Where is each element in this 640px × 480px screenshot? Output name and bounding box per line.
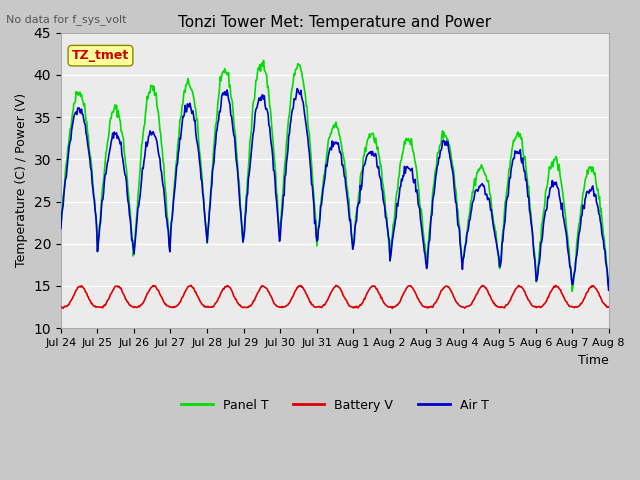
Y-axis label: Temperature (C) / Power (V): Temperature (C) / Power (V) [15,93,28,267]
Legend: Panel T, Battery V, Air T: Panel T, Battery V, Air T [176,394,493,417]
Title: Tonzi Tower Met: Temperature and Power: Tonzi Tower Met: Temperature and Power [179,15,492,30]
Text: No data for f_sys_volt: No data for f_sys_volt [6,14,127,25]
X-axis label: Time: Time [578,353,609,367]
Text: TZ_tmet: TZ_tmet [72,49,129,62]
